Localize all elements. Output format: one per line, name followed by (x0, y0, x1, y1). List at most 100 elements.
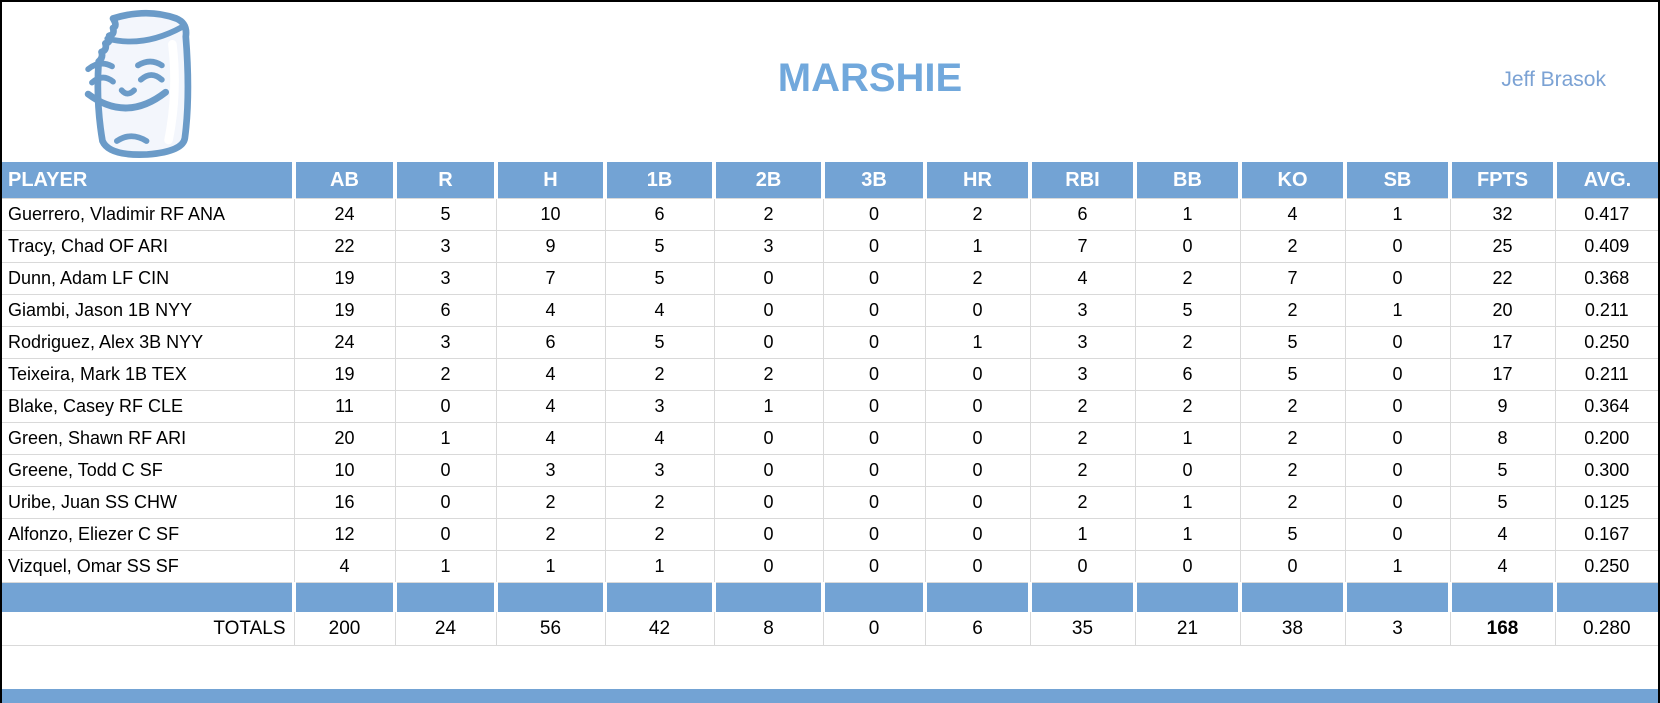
stat-cell: 2 (713, 198, 824, 231)
stat-cell: 0 (1029, 550, 1136, 583)
stat-cell: 0 (713, 486, 824, 519)
stat-cell: 22 (293, 230, 396, 263)
column-header-r: R (393, 162, 496, 199)
stat-cell: 0 (924, 486, 1031, 519)
stat-cell: 17 (1449, 326, 1556, 359)
stat-cell: 0 (822, 262, 926, 295)
stat-cell: 2 (924, 262, 1031, 295)
stat-cell: 0 (1344, 358, 1451, 391)
separator-cell (1133, 582, 1240, 612)
stat-cell: 4 (1449, 518, 1556, 551)
stat-cell: 0 (394, 390, 497, 423)
stat-cell: 8 (1449, 422, 1556, 455)
totals-cell: 168 (1449, 612, 1556, 646)
stat-cell: 0 (822, 326, 926, 359)
stat-cell: 3 (495, 454, 606, 487)
stat-cell: 5 (1449, 486, 1556, 519)
stat-cell: 0 (713, 422, 824, 455)
stat-cell: 0 (822, 390, 926, 423)
totals-cell: 24 (394, 612, 497, 646)
stat-cell: 0 (1344, 262, 1451, 295)
totals-cell: 6 (924, 612, 1031, 646)
player-cell: Teixeira, Mark 1B TEX (2, 358, 295, 391)
column-header-2b: 2B (712, 162, 823, 199)
player-cell: Alfonzo, Eliezer C SF (2, 518, 295, 551)
table-row: Teixeira, Mark 1B TEX 19 2 4 2 2 0 0 3 6 5 0 17 0.211 (2, 358, 1658, 391)
stat-cell: 2 (1029, 390, 1136, 423)
totals-cell: 0.280 (1554, 612, 1658, 646)
stat-cell: 17 (1449, 358, 1556, 391)
stat-cell: 5 (604, 262, 715, 295)
stat-cell: 0 (394, 454, 497, 487)
stat-cell: 7 (1029, 230, 1136, 263)
stat-cell: 0 (822, 294, 926, 327)
stat-cell: 2 (1239, 230, 1346, 263)
table-header: PLAYER AB R H 1B 2B 3B HR RBI BB KO SB FPTS AVG. (2, 162, 1658, 199)
stat-cell: 5 (1239, 518, 1346, 551)
stat-cell: 5 (1449, 454, 1556, 487)
player-cell: Blake, Casey RF CLE (2, 390, 295, 423)
stat-cell: 0 (1344, 454, 1451, 487)
stat-cell: 0 (713, 262, 824, 295)
totals-cell: 0 (822, 612, 926, 646)
table-row: Giambi, Jason 1B NYY 19 6 4 4 0 0 0 3 5 2 1 20 0.211 (2, 294, 1658, 327)
stat-cell: 4 (1239, 198, 1346, 231)
stat-cell: 9 (1449, 390, 1556, 423)
stat-cell: 4 (495, 294, 606, 327)
totals-label: TOTALS (2, 612, 295, 646)
stat-cell: 0 (822, 230, 926, 263)
stat-cell: 0.409 (1554, 230, 1658, 263)
stat-cell: 1 (604, 550, 715, 583)
marshmallow-icon (84, 9, 192, 158)
separator-cell (603, 582, 714, 612)
separator-cell (292, 582, 395, 612)
player-cell: Uribe, Juan SS CHW (2, 486, 295, 519)
separator-cell (1553, 582, 1658, 612)
totals-cell: 56 (495, 612, 606, 646)
column-header-player: PLAYER (2, 162, 294, 199)
stat-cell: 12 (293, 518, 396, 551)
stat-cell: 2 (495, 518, 606, 551)
stat-cell: 0 (713, 454, 824, 487)
stat-cell: 2 (1134, 262, 1241, 295)
stat-cell: 0 (713, 550, 824, 583)
stat-cell: 6 (495, 326, 606, 359)
stat-cell: 11 (293, 390, 396, 423)
column-header-hr: HR (923, 162, 1030, 199)
stat-cell: 5 (1134, 294, 1241, 327)
stat-cell: 0 (394, 518, 497, 551)
stat-cell: 0 (1344, 422, 1451, 455)
stat-cell: 4 (495, 390, 606, 423)
stat-cell: 6 (604, 198, 715, 231)
stat-cell: 7 (495, 262, 606, 295)
player-cell: Tracy, Chad OF ARI (2, 230, 295, 263)
stat-cell: 4 (495, 422, 606, 455)
separator-cell (1028, 582, 1135, 612)
table-row: Greene, Todd C SF 10 0 3 3 0 0 0 2 0 2 0 5 0.300 (2, 454, 1658, 487)
table-row: Dunn, Adam LF CIN 19 3 7 5 0 0 2 4 2 7 0 22 0.368 (2, 262, 1658, 295)
stat-cell: 0 (1344, 518, 1451, 551)
bottom-accent-bar (2, 689, 1658, 703)
stat-cell: 2 (1239, 454, 1346, 487)
stat-cell: 0 (822, 358, 926, 391)
stat-cell: 0 (822, 198, 926, 231)
stat-cell: 24 (293, 326, 396, 359)
stat-cell: 2 (1239, 422, 1346, 455)
table-row: Alfonzo, Eliezer C SF 12 0 2 2 0 0 0 1 1 5 0 4 0.167 (2, 518, 1658, 551)
stat-cell: 2 (604, 358, 715, 391)
column-header-1b: 1B (603, 162, 714, 199)
stat-cell: 0 (1344, 390, 1451, 423)
stat-cell: 1 (1134, 486, 1241, 519)
column-header-bb: BB (1133, 162, 1240, 199)
stat-cell: 3 (604, 454, 715, 487)
stat-cell: 1 (713, 390, 824, 423)
player-cell: Dunn, Adam LF CIN (2, 262, 295, 295)
player-cell: Vizquel, Omar SS SF (2, 550, 295, 583)
stat-cell: 0 (1239, 550, 1346, 583)
stat-cell: 5 (1239, 358, 1346, 391)
separator-cell (2, 582, 294, 612)
stat-cell: 4 (1449, 550, 1556, 583)
stat-cell: 1 (1344, 294, 1451, 327)
separator-row (2, 582, 1658, 612)
